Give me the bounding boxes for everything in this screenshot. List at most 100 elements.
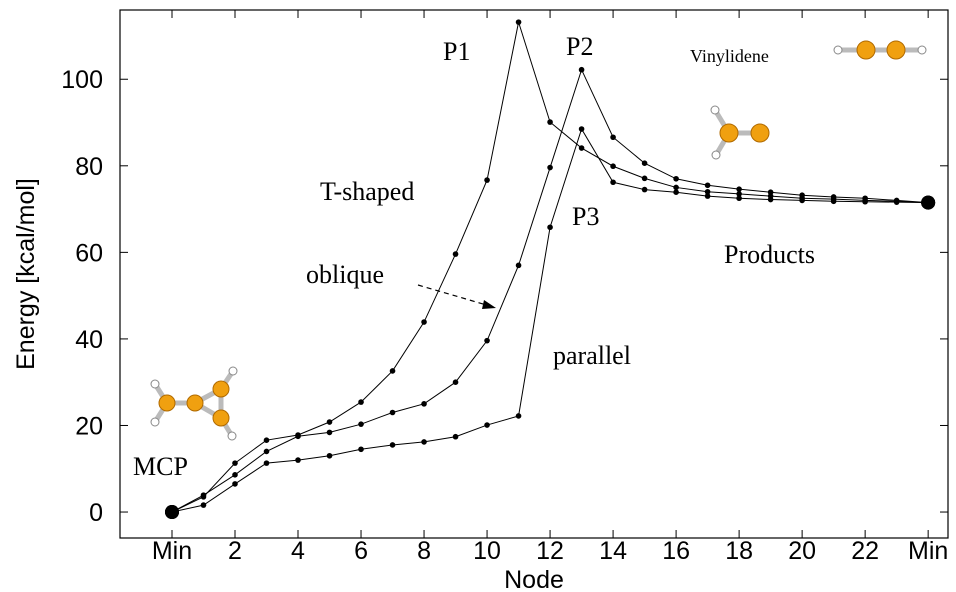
point — [704, 193, 711, 199]
point — [295, 457, 301, 463]
point — [862, 198, 868, 205]
y-tick-label: 80 — [75, 153, 103, 181]
point — [547, 224, 553, 231]
point — [578, 126, 585, 132]
bent-molecule — [710, 105, 770, 160]
x-tick-label: 12 — [536, 537, 564, 565]
x-tick-label: 2 — [228, 537, 242, 565]
point — [610, 179, 616, 186]
point — [232, 481, 238, 487]
point — [767, 189, 774, 196]
point — [921, 195, 936, 210]
x-tick-label: 18 — [725, 537, 753, 565]
annotation: P3 — [572, 202, 599, 231]
point — [452, 379, 459, 385]
y-axis-title: Energy [kcal/mol] — [12, 178, 40, 370]
plot-frame — [119, 9, 949, 539]
point — [295, 433, 301, 440]
annotation: P1 — [443, 37, 470, 66]
point — [484, 337, 490, 344]
point — [736, 191, 742, 197]
point — [578, 145, 585, 151]
point — [326, 452, 333, 459]
point — [673, 184, 679, 191]
y-tick-label: 0 — [89, 499, 103, 527]
point — [515, 413, 522, 419]
point — [736, 186, 742, 192]
point — [389, 442, 396, 448]
point — [641, 186, 648, 193]
series-label: T-shaped — [320, 177, 414, 206]
mcp-molecule — [150, 366, 238, 441]
point — [452, 251, 459, 257]
y-tick-label: 60 — [75, 239, 103, 267]
point — [389, 368, 396, 374]
x-tick-label: 6 — [354, 537, 368, 565]
point — [767, 196, 774, 203]
point — [799, 197, 805, 204]
point — [200, 492, 207, 498]
series-label: parallel — [553, 341, 631, 370]
x-tick-label: 8 — [417, 537, 431, 565]
point — [200, 502, 207, 508]
series-label: oblique — [306, 260, 384, 289]
point — [736, 195, 742, 202]
y-tick-label: 20 — [75, 412, 103, 440]
point — [830, 194, 837, 200]
point — [515, 262, 522, 269]
annotation: P2 — [566, 32, 593, 61]
point — [164, 505, 179, 520]
point — [421, 439, 427, 445]
annotation: MCP — [133, 452, 188, 481]
x-tick-label: 10 — [473, 537, 501, 565]
point — [326, 429, 333, 436]
point — [326, 419, 333, 425]
point — [263, 448, 270, 455]
point — [641, 175, 648, 182]
x-tick-label: 14 — [599, 537, 627, 565]
point — [547, 119, 553, 125]
x-axis-title: Node — [504, 566, 564, 592]
point — [484, 177, 490, 183]
point — [358, 421, 364, 427]
point — [641, 160, 648, 167]
point — [515, 19, 522, 25]
point — [799, 192, 805, 199]
x-tick-label: Min — [152, 537, 192, 565]
point — [358, 446, 364, 453]
point — [830, 198, 837, 205]
point — [484, 422, 490, 428]
point — [358, 399, 364, 405]
vinylidene-molecule — [833, 40, 927, 60]
point — [421, 319, 427, 325]
point — [547, 164, 553, 171]
point — [263, 437, 270, 443]
point — [610, 134, 616, 141]
point — [232, 460, 238, 466]
annotation: Products — [724, 240, 815, 269]
point — [704, 182, 711, 189]
x-tick-label: 20 — [788, 537, 816, 565]
point — [610, 163, 616, 170]
point — [673, 189, 679, 196]
point — [421, 401, 427, 407]
x-tick-label: 16 — [662, 537, 690, 565]
point — [263, 460, 270, 466]
arrow-head — [482, 300, 496, 309]
point — [232, 472, 238, 478]
point — [578, 66, 585, 73]
point — [704, 188, 711, 195]
point — [893, 199, 900, 205]
y-tick-label: 40 — [75, 326, 103, 354]
x-tick-label: Min — [908, 537, 948, 565]
series-line — [171, 127, 929, 513]
x-tick-label: 4 — [291, 537, 305, 565]
point — [389, 409, 396, 416]
arrow — [417, 284, 491, 307]
point — [673, 175, 679, 182]
point — [452, 433, 459, 440]
x-tick-label: 22 — [851, 537, 879, 565]
series-line — [171, 68, 929, 513]
